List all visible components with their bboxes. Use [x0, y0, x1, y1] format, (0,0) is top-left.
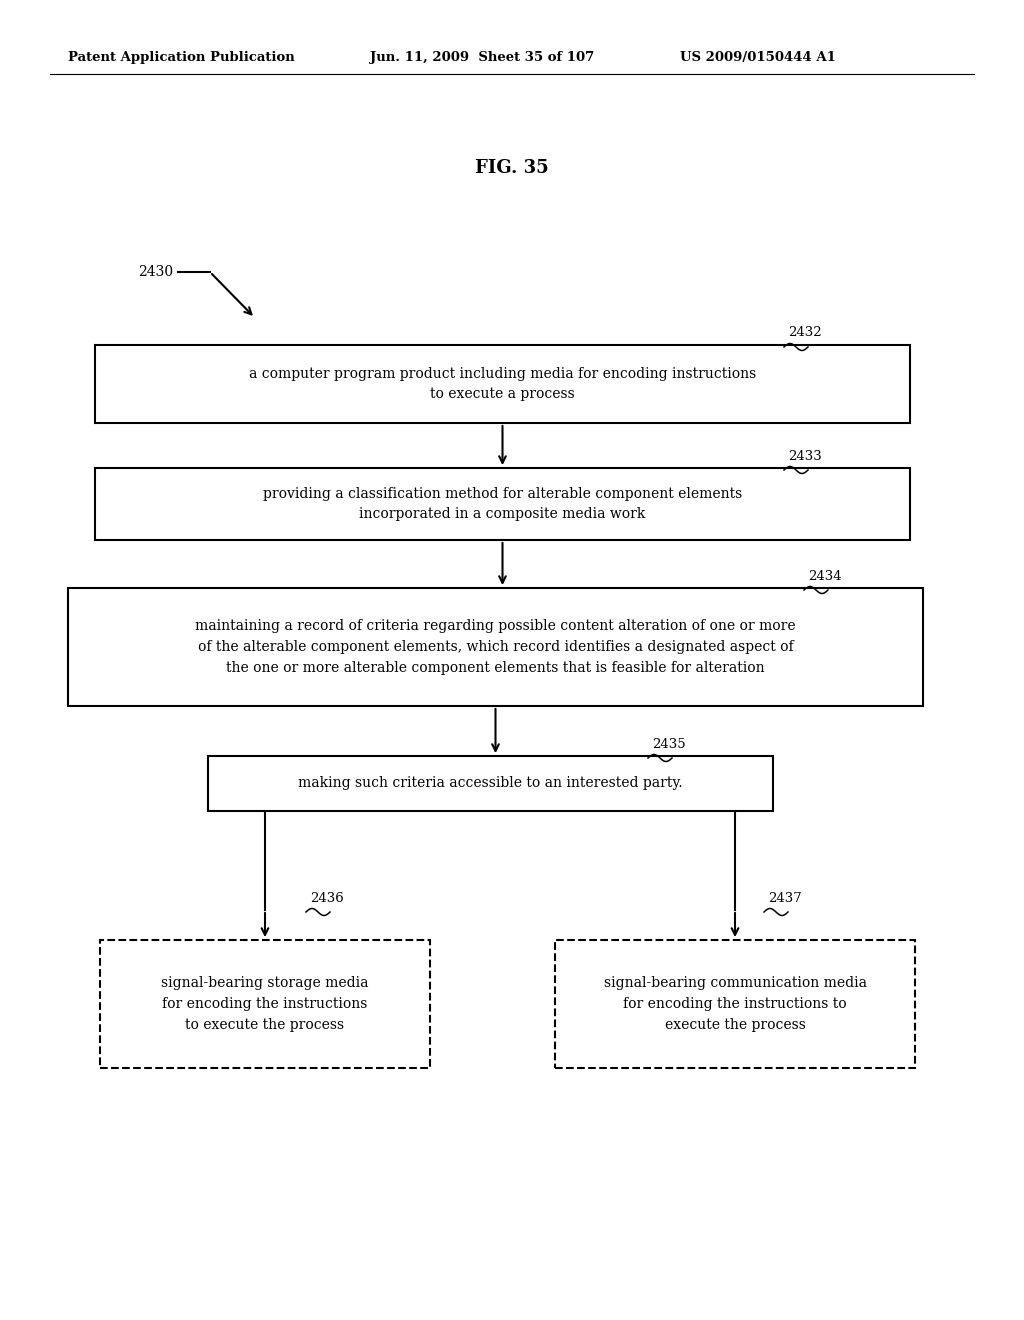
Text: 2435: 2435 — [652, 738, 686, 751]
Text: signal-bearing communication media
for encoding the instructions to
execute the : signal-bearing communication media for e… — [603, 977, 866, 1032]
Text: 2433: 2433 — [788, 450, 821, 463]
Text: 2430: 2430 — [138, 265, 173, 279]
Text: FIG. 35: FIG. 35 — [475, 158, 549, 177]
Bar — [100, 940, 430, 1068]
Text: a computer program product including media for encoding instructions
to execute : a computer program product including med… — [249, 367, 756, 401]
Bar — [68, 587, 923, 706]
Text: making such criteria accessible to an interested party.: making such criteria accessible to an in… — [298, 776, 683, 791]
Text: providing a classification method for alterable component elements
incorporated : providing a classification method for al… — [263, 487, 742, 521]
Text: US 2009/0150444 A1: US 2009/0150444 A1 — [680, 51, 836, 65]
Text: Patent Application Publication: Patent Application Publication — [68, 51, 295, 65]
Text: 2434: 2434 — [808, 570, 842, 583]
Text: 2436: 2436 — [310, 891, 344, 904]
Bar — [555, 940, 915, 1068]
Bar — [95, 469, 910, 540]
Text: signal-bearing storage media
for encoding the instructions
to execute the proces: signal-bearing storage media for encodin… — [161, 977, 369, 1032]
Text: 2437: 2437 — [768, 891, 802, 904]
Text: 2432: 2432 — [788, 326, 821, 339]
Text: Jun. 11, 2009  Sheet 35 of 107: Jun. 11, 2009 Sheet 35 of 107 — [370, 51, 594, 65]
Bar — [208, 756, 773, 810]
Bar — [95, 345, 910, 422]
Text: maintaining a record of criteria regarding possible content alteration of one or: maintaining a record of criteria regardi… — [196, 619, 796, 675]
